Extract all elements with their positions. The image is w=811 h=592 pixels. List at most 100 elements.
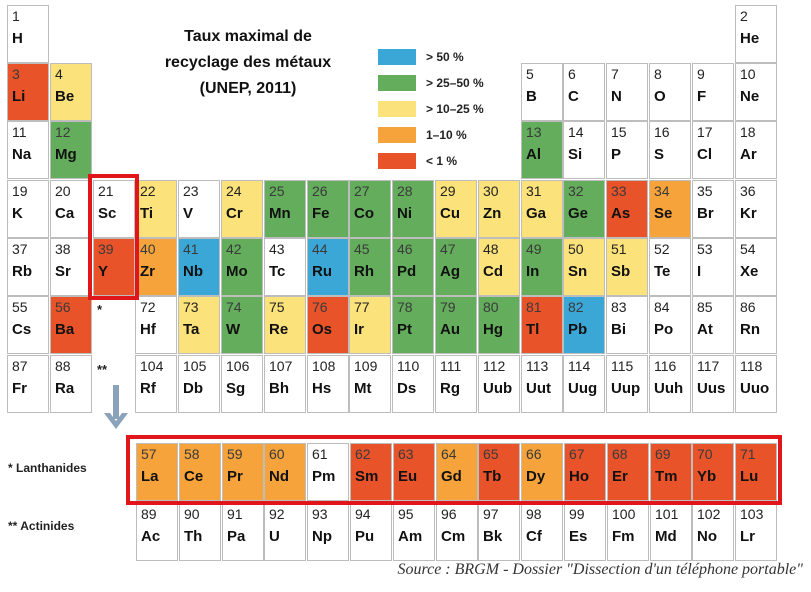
atomic-number: 42	[226, 241, 242, 257]
element-symbol: Cs	[12, 321, 32, 338]
element-symbol: Mt	[354, 380, 372, 397]
atomic-number: 110	[397, 358, 420, 374]
element-ge: 32 Ge	[563, 180, 605, 238]
element-symbol: N	[611, 88, 622, 105]
element-ni: 28 Ni	[392, 180, 434, 238]
atomic-number: 49	[526, 241, 542, 257]
atomic-number: 86	[740, 299, 756, 315]
element-symbol: Ti	[140, 205, 154, 222]
element-symbol: Md	[655, 528, 677, 545]
element-symbol: Be	[55, 88, 75, 105]
actinide-placeholder-marker: **	[97, 362, 108, 377]
atomic-number: 58	[184, 446, 200, 462]
element-symbol: Cf	[526, 528, 542, 545]
element-symbol: Kr	[740, 205, 757, 222]
element-mn: 25 Mn	[264, 180, 306, 238]
atomic-number: 39	[98, 241, 114, 257]
legend-item: > 25–50 %	[374, 73, 514, 91]
legend-label: > 10–25 %	[426, 102, 484, 116]
atomic-number: 70	[697, 446, 713, 462]
element-symbol: Y	[98, 263, 109, 280]
element-au: 79 Au	[435, 296, 477, 354]
element-symbol: Nd	[269, 468, 289, 485]
element-bk: 97 Bk	[478, 503, 520, 561]
atomic-number: 41	[183, 241, 199, 257]
element-cl: 17 Cl	[692, 121, 734, 179]
element-symbol: Ta	[183, 321, 200, 338]
element-uuo: 118 Uuo	[735, 355, 777, 413]
element-symbol: Sn	[568, 263, 588, 280]
atomic-number: 72	[140, 299, 156, 315]
element-symbol: Sg	[226, 380, 246, 397]
atomic-number: 74	[226, 299, 242, 315]
atomic-number: 44	[312, 241, 328, 257]
element-he: 2 He	[735, 5, 777, 63]
element-symbol: Sb	[611, 263, 631, 280]
element-nb: 41 Nb	[178, 238, 220, 296]
element-ru: 44 Ru	[307, 238, 349, 296]
element-symbol: Rf	[140, 380, 156, 397]
atomic-number: 118	[740, 358, 763, 374]
element-la: 57 La	[136, 443, 178, 501]
element-symbol: Tl	[526, 321, 540, 338]
legend-swatch	[378, 101, 416, 117]
element-uug: 114 Uug	[563, 355, 605, 413]
atomic-number: 75	[269, 299, 285, 315]
legend-label: < 1 %	[426, 154, 458, 168]
element-symbol: Uup	[611, 380, 641, 397]
element-k: 19 K	[7, 180, 49, 238]
element-symbol: Uub	[483, 380, 513, 397]
atomic-number: 87	[12, 358, 28, 374]
element-symbol: Tb	[483, 468, 502, 485]
element-symbol: La	[141, 468, 159, 485]
atomic-number: 51	[611, 241, 627, 257]
atomic-number: 94	[355, 506, 371, 522]
element-symbol: Re	[269, 321, 289, 338]
element-ti: 22 Ti	[135, 180, 177, 238]
legend-label: > 50 %	[426, 50, 464, 64]
element-symbol: Bh	[269, 380, 289, 397]
element-sm: 62 Sm	[350, 443, 392, 501]
element-symbol: F	[697, 88, 707, 105]
element-symbol: Db	[183, 380, 203, 397]
element-eu: 63 Eu	[393, 443, 435, 501]
element-pr: 59 Pr	[222, 443, 264, 501]
element-symbol: Ne	[740, 88, 760, 105]
legend-swatch	[378, 153, 416, 169]
atomic-number: 93	[312, 506, 328, 522]
element-i: 53 I	[692, 238, 734, 296]
element-mt: 109 Mt	[349, 355, 391, 413]
element-symbol: Lu	[740, 468, 759, 485]
element-symbol: K	[12, 205, 23, 222]
atomic-number: 10	[740, 66, 756, 82]
atomic-number: 64	[441, 446, 457, 462]
element-ar: 18 Ar	[735, 121, 777, 179]
element-pu: 94 Pu	[350, 503, 392, 561]
atomic-number: 112	[483, 358, 506, 374]
element-pm: 61 Pm	[307, 443, 349, 501]
element-tb: 65 Tb	[478, 443, 520, 501]
atomic-number: 14	[568, 124, 584, 140]
element-symbol: Er	[612, 468, 628, 485]
atomic-number: 31	[526, 183, 542, 199]
element-hf: 72 Hf	[135, 296, 177, 354]
element-symbol: Ag	[440, 263, 460, 280]
element-symbol: H	[12, 30, 23, 47]
element-uut: 113 Uut	[521, 355, 563, 413]
element-symbol: Uus	[697, 380, 726, 397]
element-symbol: Hg	[483, 321, 503, 338]
atomic-number: 13	[526, 124, 542, 140]
element-symbol: S	[654, 146, 665, 163]
atomic-number: 3	[12, 66, 20, 82]
element-symbol: V	[183, 205, 194, 222]
atomic-number: 73	[183, 299, 199, 315]
atomic-number: 61	[312, 446, 328, 462]
element-y: 39 Y	[93, 238, 135, 296]
atomic-number: 92	[269, 506, 285, 522]
atomic-number: 1	[12, 8, 20, 24]
atomic-number: 84	[654, 299, 670, 315]
element-symbol: Pa	[227, 528, 246, 545]
atomic-number: 85	[697, 299, 713, 315]
